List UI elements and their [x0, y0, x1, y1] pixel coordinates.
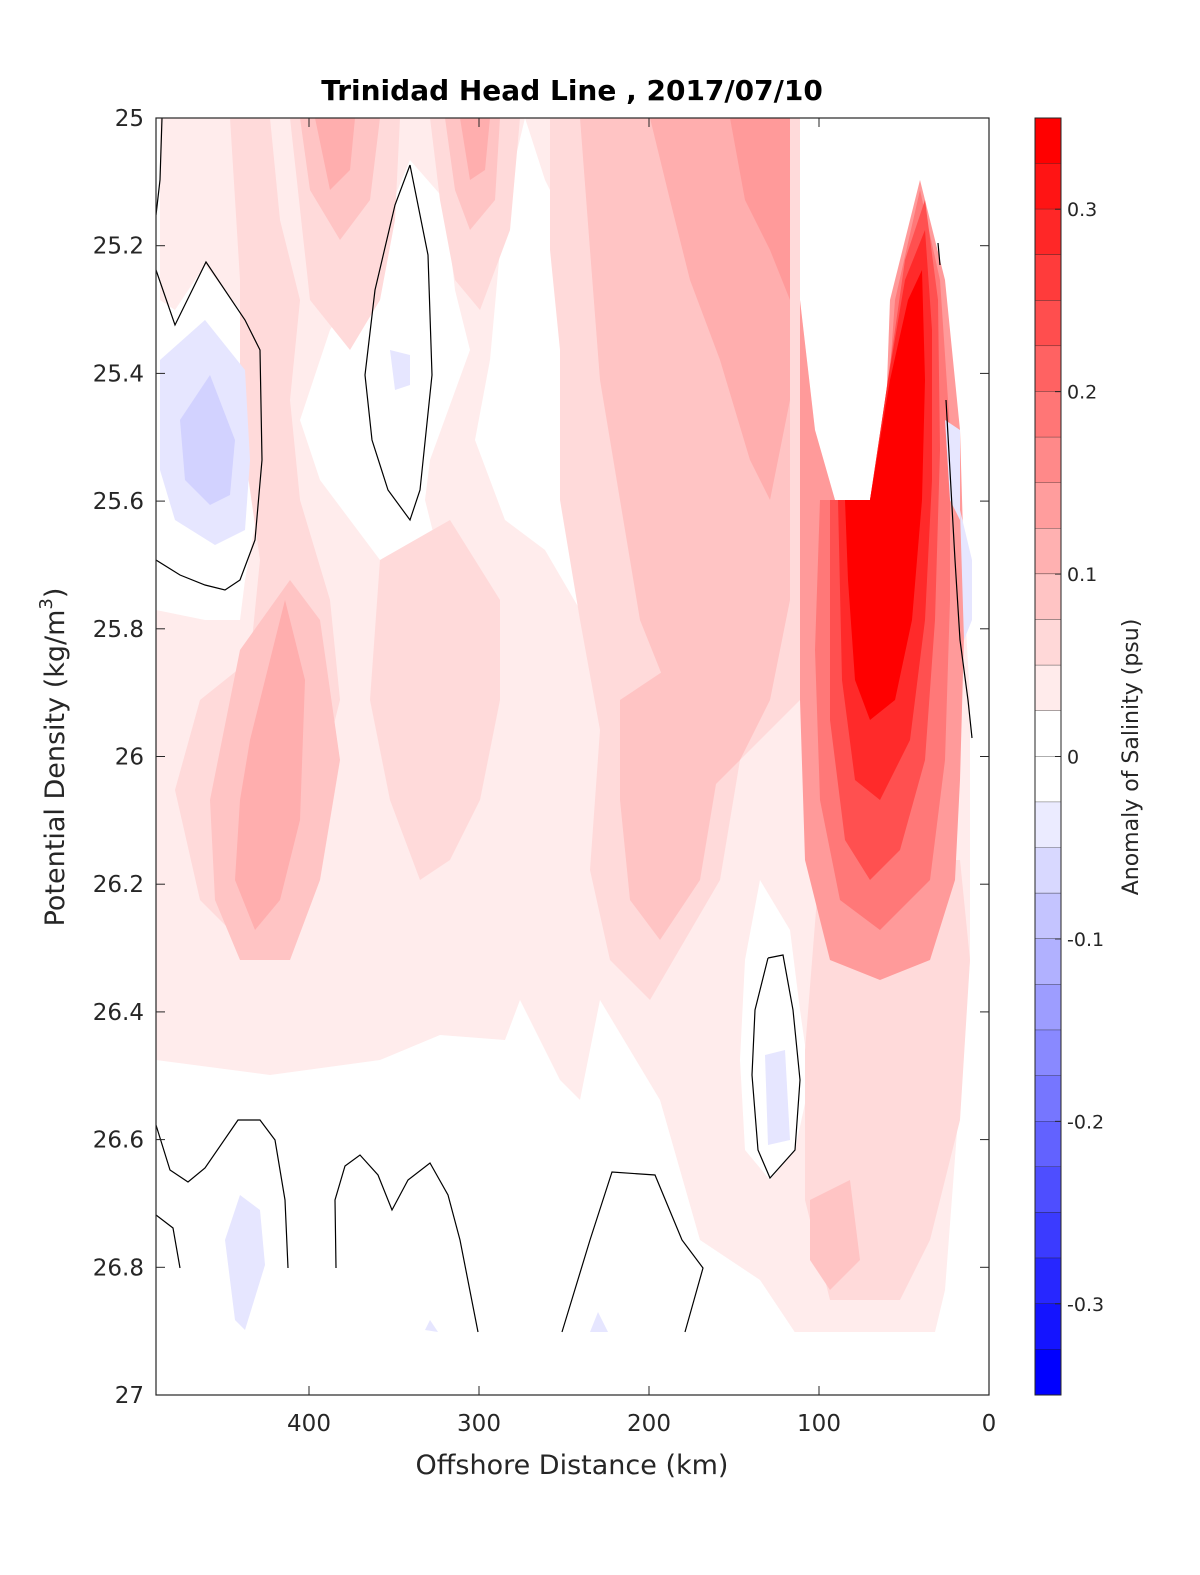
negative-pockets [160, 320, 972, 1332]
x-tick-label: 400 [287, 1411, 331, 1437]
colorbar-bin [1035, 619, 1061, 666]
field-level-plus-125 [730, 118, 790, 300]
zero-contour-line [156, 118, 163, 216]
zero-contour-line [156, 260, 263, 591]
x-tick-label: 300 [457, 1411, 501, 1437]
colorbar-tick-label: -0.1 [1067, 929, 1104, 951]
colorbar-bin [1035, 437, 1061, 484]
colorbar-bin [1035, 300, 1061, 347]
field-zero-region [740, 880, 810, 1180]
colorbar-bin [1035, 893, 1061, 940]
nearshore-core [800, 180, 965, 980]
zero-contour-line [364, 164, 433, 522]
colorbar-tick-label: 0.3 [1067, 199, 1097, 221]
colorbar [1035, 118, 1061, 1396]
colorbar-tick-label: 0 [1067, 747, 1079, 769]
colorbar-bin [1035, 1075, 1061, 1122]
zero-contour-line [937, 242, 941, 266]
field-zero-region [156, 1000, 800, 1395]
colorbar-bin [1035, 1349, 1061, 1396]
y-tick-label: 25.4 [93, 361, 144, 387]
y-tick-label: 25.2 [93, 234, 144, 260]
field-zero-region [300, 160, 470, 600]
zero-contour-line [751, 954, 801, 1180]
colorbar-bin [1035, 756, 1061, 803]
colorbar-bin [1035, 118, 1061, 165]
colorbar-bin [1035, 254, 1061, 301]
colorbar-tick-label: -0.2 [1067, 1111, 1104, 1133]
colorbar-bin [1035, 938, 1061, 986]
colorbar-bin [1035, 1212, 1061, 1259]
y-tick-label: 26.2 [93, 872, 144, 898]
colorbar-bin [1035, 665, 1061, 712]
colorbar-bin [1035, 847, 1061, 894]
colorbar-bin [1035, 346, 1061, 393]
x-axis: 400 300 200 100 0 [287, 118, 996, 1437]
colorbar-bin [1035, 802, 1061, 849]
y-tick-label: 26.4 [93, 1000, 144, 1026]
colorbar-bin [1035, 1166, 1061, 1214]
chart-title: Trinidad Head Line , 2017/07/10 [321, 74, 823, 107]
zero-contours [156, 118, 973, 1333]
colorbar-bin [1035, 482, 1061, 529]
zero-contour-line [334, 1154, 479, 1333]
field-zero-region [800, 118, 989, 1395]
zero-contour-line [561, 1171, 704, 1333]
x-axis-title: Offshore Distance (km) [416, 1450, 729, 1481]
colorbar-bin [1035, 574, 1061, 621]
colorbar-bin [1035, 710, 1061, 757]
colorbar-bin [1035, 209, 1061, 256]
colorbar-bin [1035, 1030, 1061, 1077]
colorbar-bin [1035, 1258, 1061, 1305]
y-tick-label: 26.8 [93, 1255, 144, 1281]
x-tick-label: 200 [627, 1411, 671, 1437]
y-tick-label: 27 [115, 1383, 144, 1409]
colorbar-bin [1035, 1121, 1061, 1168]
y-tick-label: 25.6 [93, 489, 144, 515]
y-tick-label: 26.6 [93, 1128, 144, 1154]
x-tick-label: 0 [982, 1411, 997, 1437]
colorbar-tick-label: 0.1 [1067, 564, 1097, 586]
y-axis: 25 25.2 25.4 25.6 25.8 26 26.2 26.4 26.6 26.8 27 [93, 106, 989, 1409]
x-tick-label: 100 [797, 1411, 841, 1437]
anomaly-field [156, 118, 989, 1395]
colorbar-tick-label: -0.3 [1067, 1294, 1104, 1316]
zero-contour-line [156, 1214, 181, 1269]
y-axis-title: Potential Density (kg/m3) [36, 588, 71, 927]
zero-contour-line [156, 1119, 289, 1269]
colorbar-bin [1035, 163, 1061, 210]
colorbar-bin [1035, 528, 1061, 575]
colorbar-bin [1035, 1303, 1061, 1350]
zero-contour-line [945, 399, 973, 739]
y-tick-label: 25 [115, 106, 144, 132]
y-tick-label: 26 [115, 745, 144, 771]
colorbar-bin [1035, 984, 1061, 1031]
colorbar-title: Anomaly of Salinity (psu) [1119, 619, 1144, 896]
y-tick-label: 25.8 [93, 617, 144, 643]
colorbar-bin [1035, 391, 1061, 438]
colorbar-ticks: 0.3 0.2 0.1 0 -0.1 -0.2 -0.3 [1055, 199, 1104, 1316]
colorbar-tick-label: 0.2 [1067, 382, 1097, 404]
